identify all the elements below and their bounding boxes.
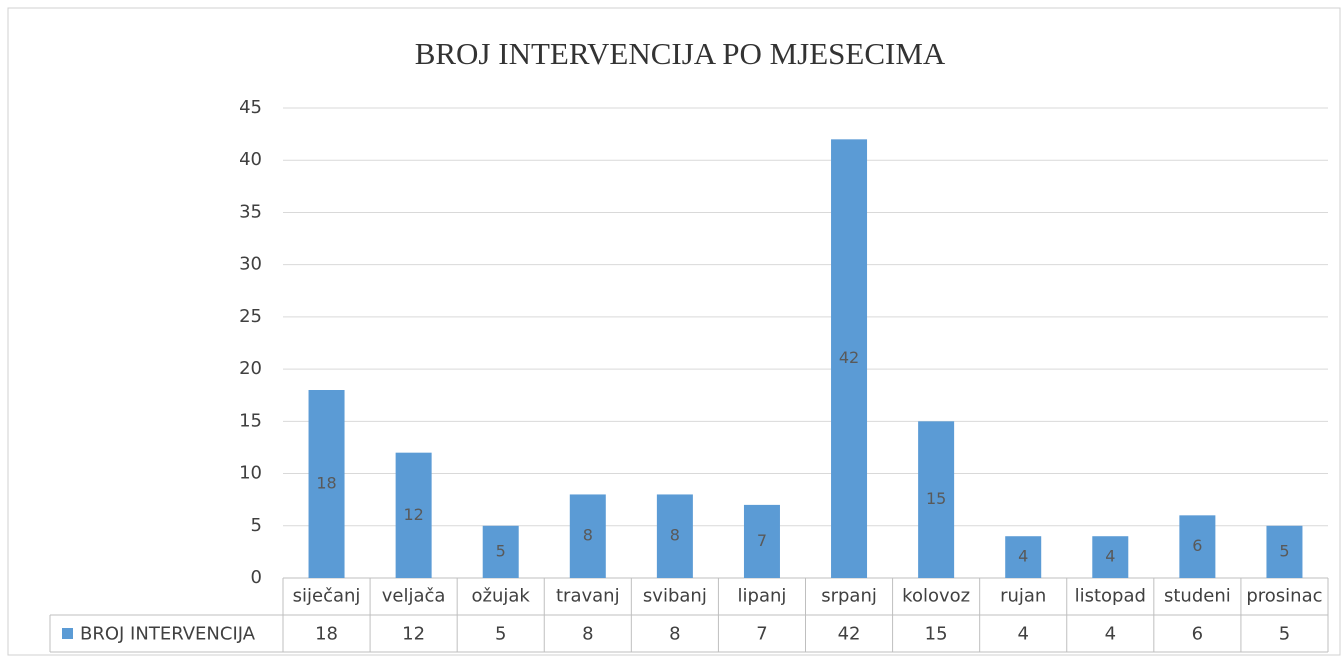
x-tick-label: rujan (1000, 586, 1046, 607)
data-label: 18 (316, 474, 336, 493)
data-label: 5 (1279, 541, 1289, 560)
table-value: 15 (925, 624, 948, 645)
x-tick-label: veljača (382, 586, 446, 607)
data-label: 4 (1018, 547, 1028, 566)
table-value: 18 (315, 624, 338, 645)
y-tick-label: 15 (239, 410, 262, 431)
table-value: 4 (1105, 624, 1116, 645)
bar (1266, 525, 1303, 578)
chart-title: BROJ INTERVENCIJA PO MJESECIMA (415, 36, 946, 71)
y-tick-label: 20 (239, 358, 262, 379)
data-label: 15 (926, 489, 946, 508)
x-tick-label: travanj (556, 586, 620, 607)
x-tick-label: lipanj (738, 586, 787, 607)
x-tick-label: kolovoz (902, 586, 970, 607)
y-tick-label: 25 (239, 306, 262, 327)
y-tick-label: 5 (251, 515, 262, 536)
bar (482, 525, 519, 578)
bar (656, 494, 693, 578)
chart-frame (7, 7, 1341, 656)
x-tick-label: listopad (1075, 586, 1146, 607)
y-tick-label: 0 (251, 567, 262, 588)
table-value: 7 (756, 624, 767, 645)
legend-key (62, 628, 73, 639)
table-value: 12 (402, 624, 425, 645)
table-value: 4 (1017, 624, 1028, 645)
table-value: 42 (838, 624, 861, 645)
data-label: 6 (1192, 536, 1202, 555)
x-tick-label: svibanj (643, 586, 707, 607)
bar (918, 421, 955, 578)
data-label: 12 (403, 505, 423, 524)
x-tick-label: srpanj (821, 586, 877, 607)
y-tick-label: 10 (239, 463, 262, 484)
bar (1179, 515, 1216, 578)
bar (308, 390, 345, 578)
table-value: 5 (495, 624, 506, 645)
bar (395, 452, 432, 578)
y-tick-label: 45 (239, 97, 262, 118)
y-tick-label: 30 (239, 254, 262, 275)
bar (569, 494, 606, 578)
table-value: 5 (1279, 624, 1290, 645)
bar (1005, 536, 1042, 578)
legend-label: BROJ INTERVENCIJA (80, 624, 256, 645)
y-tick-label: 35 (239, 201, 262, 222)
x-tick-label: prosinac (1246, 586, 1322, 607)
data-label: 4 (1105, 547, 1115, 566)
data-label: 5 (496, 541, 506, 560)
bar (1092, 536, 1129, 578)
bar (743, 504, 780, 578)
x-tick-label: siječanj (293, 586, 361, 607)
data-label: 42 (839, 348, 859, 367)
x-tick-label: ožujak (472, 586, 531, 607)
bar (831, 139, 868, 579)
table-value: 8 (582, 624, 593, 645)
data-label: 8 (583, 526, 593, 545)
y-tick-label: 40 (239, 149, 262, 170)
table-value: 6 (1192, 624, 1203, 645)
x-tick-label: studeni (1164, 586, 1231, 607)
data-label: 7 (757, 531, 767, 550)
table-value: 8 (669, 624, 680, 645)
data-label: 8 (670, 526, 680, 545)
